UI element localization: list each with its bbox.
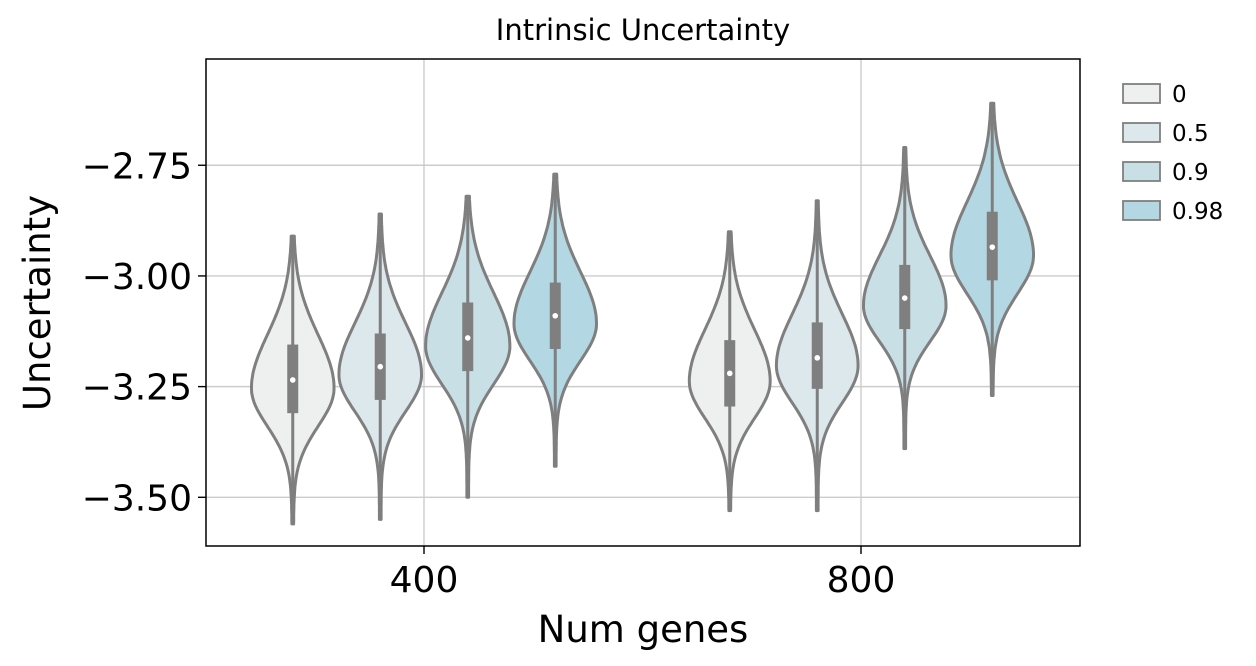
legend-swatch [1122,122,1161,143]
violin-0-400 [250,234,336,526]
violin-0.9-400 [424,194,512,499]
legend-item: 0.98 [1122,199,1223,225]
violin-0.5-400 [337,212,423,521]
violin-median [814,355,821,361]
legend-swatch [1122,161,1161,182]
x-axis-label: Num genes [538,608,749,651]
violin-0.98-800 [949,101,1035,397]
violin-0.9-800 [862,146,948,451]
violin-median [464,335,471,341]
legend-label: 0.9 [1172,160,1209,186]
legend-swatch [1122,83,1161,104]
x-axis: 400 800 [390,546,896,601]
violin-0-800 [687,230,772,513]
violin-median [377,363,384,370]
violin-median [726,370,733,377]
violin-median [901,295,908,301]
legend-label: 0 [1172,82,1187,108]
violin-0.5-800 [774,199,860,513]
legend-item: 0.5 [1122,121,1209,147]
legend-item: 0.9 [1122,160,1209,186]
legend-swatch [1122,200,1161,221]
legend-item: 0 [1122,82,1187,108]
violin-0.98-400 [512,172,598,468]
legend-label: 0.5 [1172,121,1209,147]
x-tick-label: 800 [827,560,896,601]
y-tick-label: −3.00 [82,257,192,298]
y-axis: −2.75 −3.00 −3.25 −3.50 [82,146,206,519]
legend: 0 0.5 0.9 0.98 [1122,82,1223,225]
y-tick-label: −2.75 [82,146,192,187]
violin-median [289,377,296,383]
violin-median [552,312,559,319]
plot-frame [205,58,1081,547]
y-axis-label: Uncertainty [16,195,59,411]
legend-label: 0.98 [1172,199,1223,225]
violin-series [250,101,1035,526]
grid-lines [206,59,1080,546]
x-tick-label: 400 [390,560,459,601]
violin-median [989,244,996,250]
chart-title: Intrinsic Uncertainty [496,13,790,47]
y-tick-label: −3.50 [82,478,192,519]
y-tick-label: −3.25 [82,368,192,409]
